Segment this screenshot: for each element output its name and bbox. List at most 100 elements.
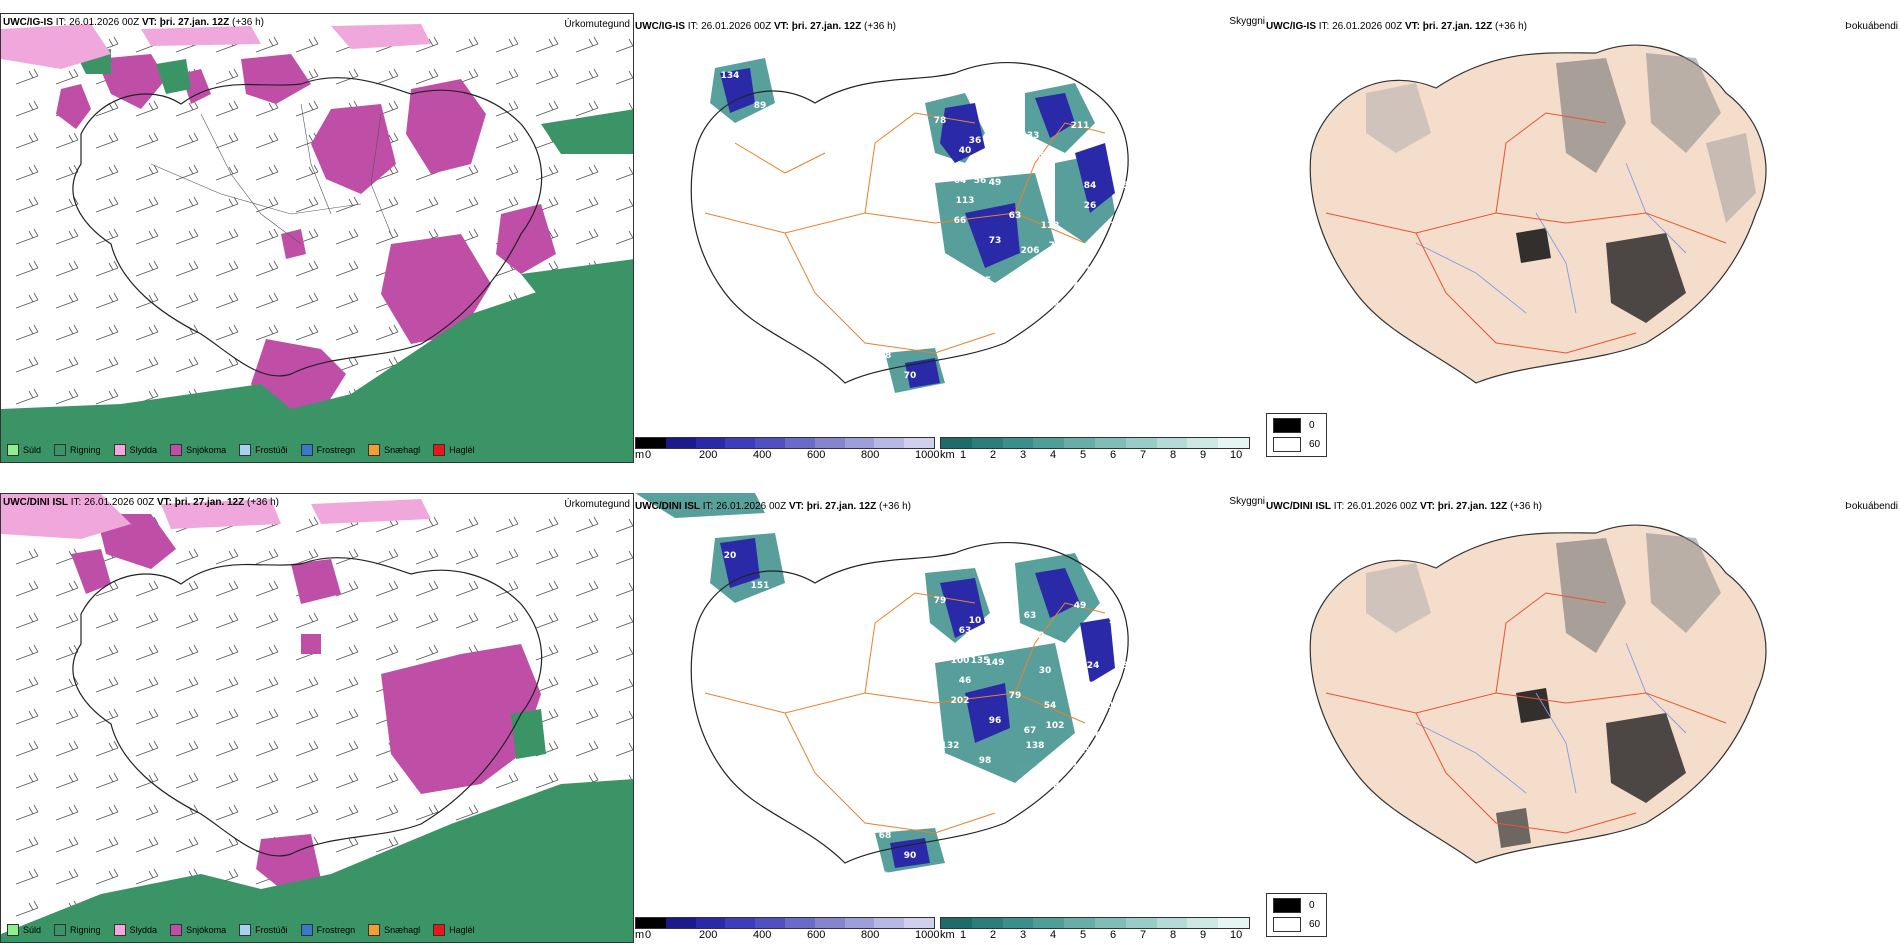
cloudbase-value: 142 [1026, 631, 1045, 641]
colorbar-segment [1187, 918, 1219, 928]
wind-barb [495, 196, 519, 213]
colorbar-segment [1033, 438, 1065, 448]
cloudbase-value: 12 [1029, 261, 1042, 271]
wind-barb [215, 196, 239, 213]
cloudbase-value: 58 [1084, 306, 1097, 316]
colorbar-tick: 4 [1050, 449, 1057, 461]
wind-barb [255, 708, 279, 725]
wind-barb [335, 292, 359, 309]
legend-label: Súld [23, 925, 42, 935]
legend-swatch [239, 444, 252, 456]
visibility-colorbar: km 1 2 3 4 5 6 7 8 9 10 [940, 437, 1250, 461]
iceland-outline [690, 542, 1129, 864]
legend-item: Rigning [54, 924, 101, 936]
wind-barb [55, 132, 79, 149]
wind-barb [495, 36, 519, 53]
cloudbase-value: 66 [954, 216, 967, 226]
colorbar-tick: 10 [1230, 449, 1243, 461]
wind-barb [135, 356, 159, 373]
legend-label: Haglél [449, 445, 475, 455]
fog-legend: 0 60 [1266, 413, 1328, 457]
colorbar-tick: 1 [960, 449, 967, 461]
precip-legend: Súld Rigning Slydda Snjókoma Frostúði Frostre… [7, 444, 488, 456]
wind-barb [335, 548, 359, 565]
init-time: IT: 26.01.2026 00Z [1318, 21, 1403, 32]
snow-areas [71, 514, 541, 889]
wind-barb [55, 580, 79, 597]
colorbar-segment [1218, 438, 1249, 448]
cloudbase-value: 165 [1116, 181, 1135, 191]
wind-barb [375, 548, 399, 565]
wind-barb [335, 676, 359, 693]
cloudbase-value: 100 [951, 656, 970, 666]
wind-barb [175, 708, 199, 725]
wind-barb [55, 804, 79, 821]
wind-barb [215, 740, 239, 757]
colorbar-segment [814, 438, 845, 448]
wind-barb [335, 196, 359, 213]
colorbar-tick: 9 [1200, 449, 1207, 461]
valid-label: VT: [1419, 501, 1435, 512]
wind-barb [175, 548, 199, 565]
wind-barb [135, 676, 159, 693]
cloudbase-value: 96 [989, 716, 1002, 726]
colorbar-segment [1064, 438, 1095, 448]
colorbar-tick: 0 [645, 929, 652, 941]
cloudbase-value: 10 [969, 616, 982, 626]
rain-areas [1, 49, 633, 462]
wind-barb [575, 676, 599, 693]
wind-barb [15, 836, 39, 853]
lead-time: (+36 h) [864, 21, 896, 32]
cloudbase-value: 26 [1084, 201, 1097, 211]
colorbar-segment [941, 918, 972, 928]
colorbar-segment [1156, 918, 1188, 928]
wind-barb [375, 228, 399, 245]
colorbar-segment [904, 438, 934, 448]
wind-barb [615, 38, 633, 53]
wind-barb [175, 644, 199, 661]
wind-barb [55, 292, 79, 309]
wind-barb [95, 836, 119, 853]
wind-barb [255, 292, 279, 309]
cloudbase-value: 119 [1041, 301, 1060, 311]
wind-barb [135, 612, 159, 629]
colorbar-tick: 3 [1020, 929, 1027, 941]
cloudbase-value: 73 [1084, 786, 1097, 796]
cloudbase-colorbar: m 0 200 400 600 800 1000 [635, 917, 939, 941]
wind-barb [15, 260, 39, 277]
wind-barb [495, 164, 519, 181]
colorbar-segment [1125, 918, 1157, 928]
wind-barb [15, 68, 39, 85]
wind-barb [135, 164, 159, 181]
wind-barb [335, 68, 359, 85]
road-network [1325, 592, 1727, 834]
cloudbase-value: 124 [1081, 661, 1100, 671]
wind-barb [455, 36, 479, 53]
wind-barb [295, 676, 319, 693]
sleet-areas [1, 24, 431, 69]
wind-barb [575, 68, 599, 85]
cloudbase-value: 151 [986, 151, 1005, 161]
colorbar-tick: 8 [1170, 929, 1177, 941]
wind-barb [215, 580, 239, 597]
wind-barb [295, 260, 319, 277]
wind-barb [55, 740, 79, 757]
wind-barb [575, 580, 599, 597]
low-cloudbase-areas [720, 538, 1115, 868]
cloudbase-value: 63 [1094, 766, 1107, 776]
wind-barb [455, 612, 479, 629]
cloudbase-value: 49 [1074, 601, 1087, 611]
colorbar-tick: 600 [807, 449, 826, 461]
wind-barb [255, 164, 279, 181]
colorbar-tick: 2 [990, 449, 997, 461]
model-name: UWC/IG-IS [635, 21, 685, 32]
wind-barb [415, 612, 439, 629]
wind-barb [55, 708, 79, 725]
fog-legend-swatch [1273, 418, 1301, 433]
wind-barb [15, 228, 39, 245]
wind-barb [15, 196, 39, 213]
wind-barb [535, 612, 559, 629]
colorbar-segment [784, 918, 815, 928]
legend-item: Slydda [113, 924, 157, 936]
cloudbase-value: 76 [1049, 241, 1062, 251]
